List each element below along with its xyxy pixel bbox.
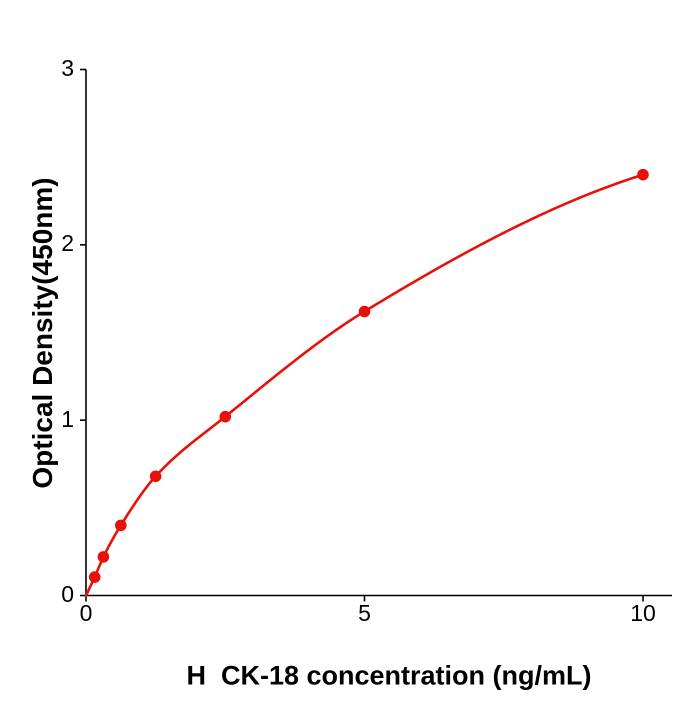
svg-text:0: 0 — [80, 600, 93, 626]
svg-text:0: 0 — [61, 581, 74, 607]
svg-text:1: 1 — [61, 406, 74, 432]
svg-text:5: 5 — [358, 600, 371, 626]
svg-text:3: 3 — [61, 55, 74, 81]
svg-text:10: 10 — [630, 600, 656, 626]
svg-text:2: 2 — [61, 230, 74, 256]
